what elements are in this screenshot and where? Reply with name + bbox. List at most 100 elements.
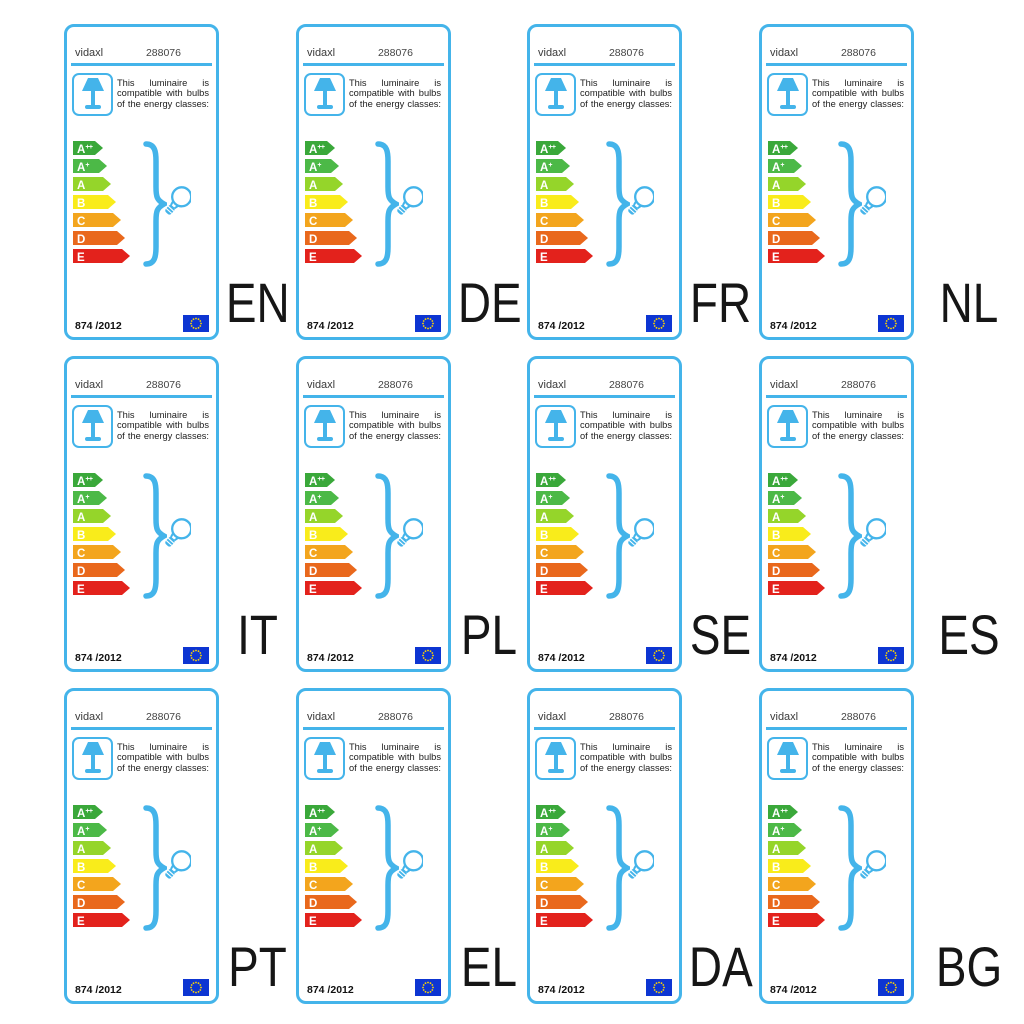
card-header: vidaxl 288076 xyxy=(770,379,903,391)
compatibility-line-2: compatible with bulbs xyxy=(349,752,441,763)
energy-label-card: vidaxl 288076 This luminaire is compatib… xyxy=(64,24,219,340)
energy-class-arrow: B xyxy=(536,527,579,541)
energy-class-letter: E xyxy=(772,916,780,928)
energy-scale: A++ A+ A B C D E xyxy=(536,473,679,603)
energy-class-letter: A xyxy=(77,512,86,524)
brand-text: vidaxl xyxy=(307,379,336,391)
compatibility-text: This luminaire is compatible with bulbs … xyxy=(349,742,441,780)
light-bulb-icon xyxy=(397,850,423,879)
energy-class-superscript: + xyxy=(85,494,89,501)
energy-class-letter: A xyxy=(772,476,781,488)
eu-flag-icon xyxy=(415,647,441,664)
energy-class-letter: D xyxy=(772,898,781,910)
energy-class-letter: A xyxy=(772,844,781,856)
energy-class-letter: D xyxy=(772,234,781,246)
curly-brace-icon xyxy=(143,141,167,267)
energy-class-arrow: D xyxy=(768,895,820,909)
compatibility-text: This luminaire is compatible with bulbs … xyxy=(580,410,672,448)
language-code: NL xyxy=(939,271,999,334)
label-cell: vidaxl 288076 This luminaire is compatib… xyxy=(759,356,1024,672)
language-code: EN xyxy=(225,271,290,334)
energy-class-letter: B xyxy=(772,198,781,210)
energy-class-arrow: A xyxy=(768,841,806,855)
energy-class-letter: E xyxy=(540,916,548,928)
energy-class-arrow: E xyxy=(768,249,825,263)
energy-class-letter: C xyxy=(309,880,318,892)
info-row: This luminaire is compatible with bulbs … xyxy=(72,404,211,448)
model-number: 288076 xyxy=(840,47,876,59)
energy-class-arrow: B xyxy=(536,859,579,873)
energy-class-arrow: D xyxy=(73,231,125,245)
energy-class-letter: A xyxy=(309,144,318,156)
energy-class-letter: D xyxy=(77,234,86,246)
compatibility-text: This luminaire is compatible with bulbs … xyxy=(349,410,441,448)
info-row: This luminaire is compatible with bulbs … xyxy=(72,736,211,780)
energy-class-arrow: E xyxy=(73,249,130,263)
energy-class-arrow: A++ xyxy=(73,805,103,819)
energy-class-letter: A xyxy=(772,180,781,192)
light-bulb-icon xyxy=(165,850,191,879)
light-bulb-icon xyxy=(628,186,654,215)
regulation-number: 874 /2012 xyxy=(770,984,817,996)
energy-class-letter: B xyxy=(540,530,549,542)
compatibility-line-3: of the energy classes: xyxy=(349,762,441,773)
curly-brace-icon xyxy=(606,141,630,267)
energy-scale: A++ A+ A B C D E xyxy=(768,805,911,935)
compatibility-line-3: of the energy classes: xyxy=(117,762,209,773)
energy-class-arrow: A+ xyxy=(536,491,570,505)
light-bulb-icon xyxy=(860,850,886,879)
energy-class-letter: A xyxy=(772,494,781,506)
brand-text: vidaxl xyxy=(75,379,104,391)
energy-class-arrow: E xyxy=(305,913,362,927)
energy-label-card: vidaxl 288076 This luminaire is compatib… xyxy=(296,356,451,672)
energy-class-letter: D xyxy=(309,898,318,910)
compatibility-line-2: compatible with bulbs xyxy=(580,752,672,763)
energy-class-letter: E xyxy=(77,584,85,596)
info-row: This luminaire is compatible with bulbs … xyxy=(767,404,906,448)
info-row: This luminaire is compatible with bulbs … xyxy=(304,736,443,780)
regulation-number: 874 /2012 xyxy=(538,320,585,332)
energy-class-arrow: C xyxy=(536,545,584,559)
model-number: 288076 xyxy=(608,47,644,59)
energy-class-arrow: E xyxy=(305,249,362,263)
energy-class-letter: C xyxy=(77,216,86,228)
energy-class-arrow: A xyxy=(73,177,111,191)
card-footer: 874 /2012 xyxy=(770,315,904,332)
compatibility-line-3: of the energy classes: xyxy=(812,762,904,773)
energy-class-arrow: E xyxy=(305,581,362,595)
energy-class-superscript: + xyxy=(317,162,321,169)
energy-class-arrow: D xyxy=(768,563,820,577)
energy-class-arrow: A+ xyxy=(768,159,802,173)
energy-class-letter: B xyxy=(77,530,86,542)
energy-class-letter: A xyxy=(77,144,86,156)
lamp-icon xyxy=(535,404,576,448)
regulation-number: 874 /2012 xyxy=(307,984,354,996)
brand-text: vidaxl xyxy=(538,47,567,59)
card-footer: 874 /2012 xyxy=(538,315,672,332)
curly-brace-icon xyxy=(838,473,862,599)
card-header: vidaxl 288076 xyxy=(538,47,671,59)
compatibility-line-1: This luminaire is xyxy=(349,409,441,420)
energy-class-arrow: C xyxy=(536,213,584,227)
energy-class-letter: E xyxy=(772,584,780,596)
energy-class-arrow: C xyxy=(768,877,816,891)
energy-scale: A++ A+ A B C D E xyxy=(768,473,911,603)
energy-class-letter: A xyxy=(540,826,549,838)
energy-class-letter: D xyxy=(77,898,86,910)
energy-label-card: vidaxl 288076 This luminaire is compatib… xyxy=(64,356,219,672)
card-footer: 874 /2012 xyxy=(307,647,441,664)
energy-class-letter: C xyxy=(309,548,318,560)
energy-class-arrow: B xyxy=(73,527,116,541)
energy-class-arrow: A++ xyxy=(768,805,798,819)
light-bulb-icon xyxy=(165,518,191,547)
brand-text: vidaxl xyxy=(307,47,336,59)
energy-class-letter: A xyxy=(77,162,86,174)
energy-scale: A++ A+ A B C D E xyxy=(73,473,216,603)
brand-text: vidaxl xyxy=(770,47,799,59)
energy-class-letter: A xyxy=(772,826,781,838)
brand-text: vidaxl xyxy=(538,711,567,723)
compatibility-text: This luminaire is compatible with bulbs … xyxy=(812,410,904,448)
card-footer: 874 /2012 xyxy=(307,315,441,332)
regulation-number: 874 /2012 xyxy=(75,652,122,664)
